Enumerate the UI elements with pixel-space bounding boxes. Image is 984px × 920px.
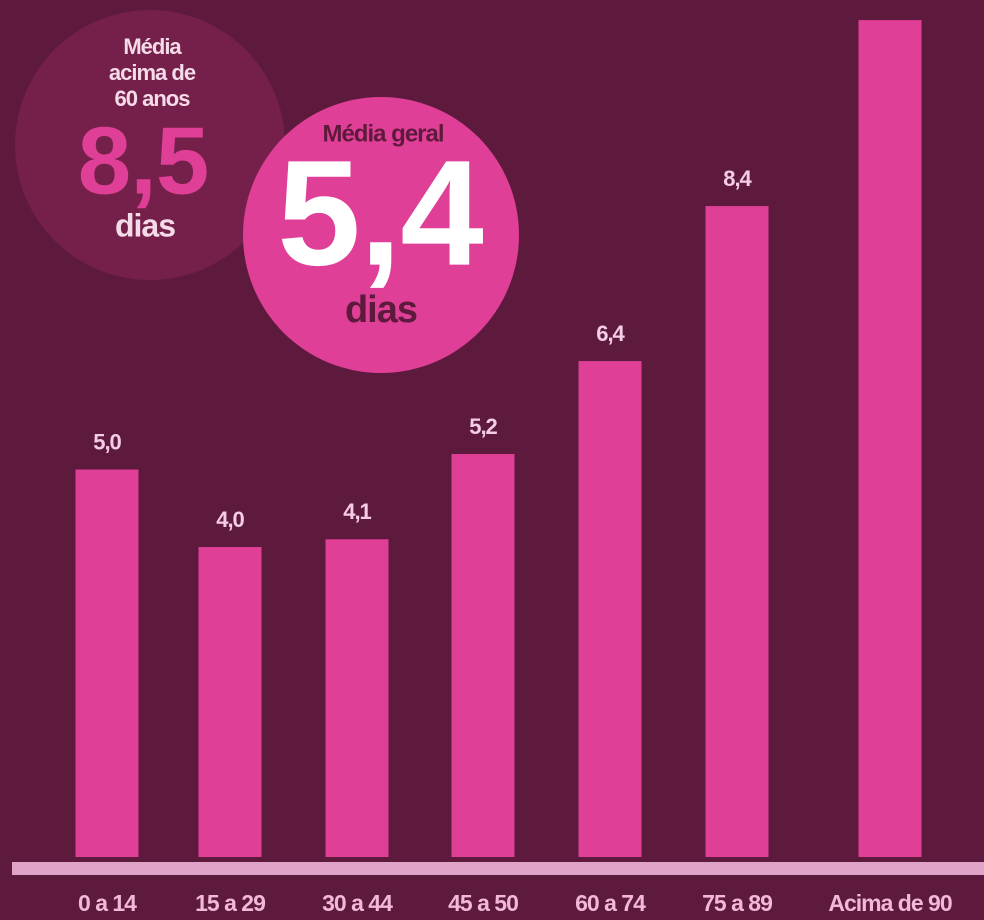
badge-circle xyxy=(15,10,285,280)
annotation-line: acima de xyxy=(109,60,196,85)
annotation-unit: dias xyxy=(115,207,175,243)
bar xyxy=(578,361,642,857)
x-tick-label: Acima de 90 xyxy=(828,890,951,916)
value-label: 4,1 xyxy=(343,499,371,524)
annotation-value: 5,4 xyxy=(277,129,483,297)
x-tick-label: 75 a 89 xyxy=(702,890,772,916)
bar xyxy=(325,539,389,857)
annotation-unit: dias xyxy=(345,289,417,331)
bar xyxy=(858,20,922,857)
value-label: 6,4 xyxy=(596,321,625,346)
bar xyxy=(705,206,769,858)
annotation-value: 8,5 xyxy=(78,107,208,214)
bar xyxy=(75,469,139,857)
annotation-line: 60 anos xyxy=(115,86,191,111)
x-tick-label: 45 a 50 xyxy=(448,890,518,916)
axis-line xyxy=(12,862,984,875)
badge-circle xyxy=(243,97,519,373)
x-tick-label: 0 a 14 xyxy=(78,890,137,916)
value-label: 8,4 xyxy=(723,166,752,191)
x-tick-label: 60 a 74 xyxy=(575,890,646,916)
value-label: 4,0 xyxy=(216,507,244,532)
annotation-line: Média geral xyxy=(322,120,443,147)
bar xyxy=(198,547,262,857)
value-label: 5,2 xyxy=(469,414,497,439)
x-tick-label: 15 a 29 xyxy=(195,890,265,916)
x-tick-label: 30 a 44 xyxy=(322,890,393,916)
annotation-line: Média xyxy=(123,34,182,59)
bar xyxy=(451,454,515,857)
value-label: 5,0 xyxy=(93,429,121,454)
